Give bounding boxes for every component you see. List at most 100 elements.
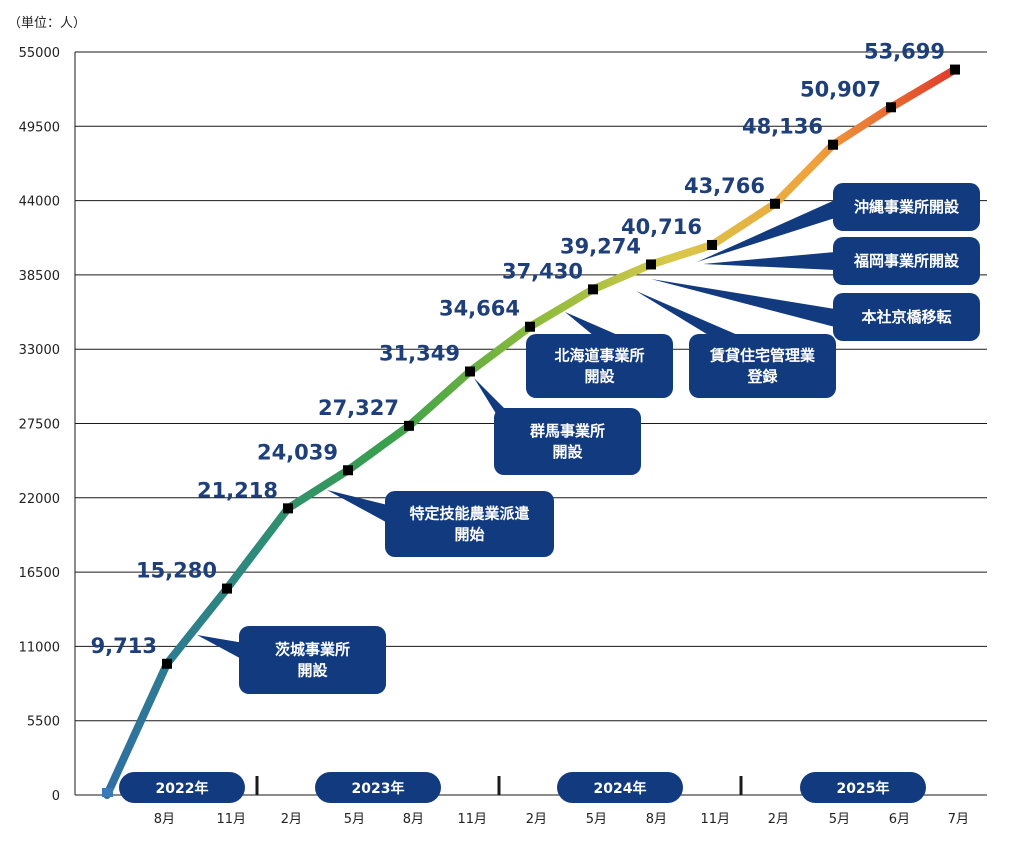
callout-text: 登録 — [746, 368, 778, 386]
callout-text: 北海道事業所 — [554, 347, 644, 365]
year-label: 2024年 — [594, 780, 647, 797]
callout-pointer — [565, 312, 620, 336]
callout-text: 開始 — [454, 526, 484, 544]
y-tick-label: 5500 — [27, 715, 60, 730]
data-point — [465, 366, 475, 377]
callout-box — [385, 491, 554, 557]
data-label: 34,664 — [439, 297, 520, 321]
data-point — [588, 284, 598, 295]
data-label: 15,280 — [136, 559, 217, 583]
callout-text: 本社京橋移転 — [861, 308, 951, 326]
year-pill — [119, 772, 245, 803]
callout-text: 特定技能農業派遣 — [409, 505, 529, 523]
callout-pointer — [651, 279, 835, 327]
data-point — [770, 198, 780, 209]
data-point — [707, 239, 717, 250]
x-tick-label: 2月 — [281, 812, 302, 827]
year-pill — [557, 772, 683, 803]
data-label: 24,039 — [257, 440, 338, 464]
x-axis: 2022年 2023年 2024年 2025年 8月 11月 2月 5月 8月 11月 2月 5月 8月… — [119, 772, 969, 827]
data-label: 50,907 — [800, 77, 881, 101]
x-tick-label: 5月 — [586, 812, 607, 827]
callout-pointer — [697, 200, 835, 262]
annotation-callout: 福岡事業所開設 — [703, 237, 980, 285]
callout-box — [494, 408, 641, 475]
year-label: 2023年 — [352, 780, 405, 797]
y-tick-label: 27500 — [19, 418, 60, 433]
x-tick-label: 11月 — [216, 812, 246, 827]
y-tick-label: 55000 — [19, 46, 60, 61]
x-tick-label: 8月 — [154, 812, 175, 827]
data-label: 21,218 — [197, 478, 278, 502]
y-tick-label: 22000 — [19, 492, 60, 507]
y-tick-label: 0 — [52, 789, 60, 804]
year-pill — [800, 772, 926, 803]
data-label: 9,713 — [91, 634, 157, 658]
callout-box — [833, 293, 980, 341]
year-label: 2025年 — [837, 780, 890, 797]
callout-text: 開設 — [297, 662, 328, 680]
y-tick-label: 33000 — [19, 343, 60, 358]
data-point — [404, 420, 414, 431]
y-tick-label: 49500 — [19, 120, 60, 135]
data-point — [950, 64, 960, 75]
callout-box — [833, 183, 980, 231]
callout-text: 沖縄事業所開設 — [854, 198, 960, 216]
callout-text: 賃貸住宅管理業 — [709, 347, 816, 365]
data-point — [343, 465, 353, 476]
callout-text: 群馬事業所 — [530, 422, 605, 440]
callout-text: 茨城事業所 — [275, 641, 350, 659]
data-point — [828, 139, 838, 150]
y-tick-label: 38500 — [19, 269, 60, 284]
year-pill — [315, 772, 441, 803]
x-tick-label: 5月 — [344, 812, 365, 827]
data-label: 48,136 — [742, 115, 823, 139]
x-tick-label: 7月 — [948, 812, 969, 827]
callout-text: 福岡事業所開設 — [853, 252, 960, 270]
data-point — [886, 102, 896, 113]
y-tick-label: 44000 — [19, 195, 60, 210]
y-tick-label: 16500 — [19, 566, 60, 581]
callout-pointer — [636, 291, 740, 336]
callout-pointer — [703, 252, 835, 270]
x-tick-label: 8月 — [646, 812, 667, 827]
data-point — [222, 583, 232, 594]
data-label: 40,716 — [621, 215, 702, 239]
year-label: 2022年 — [156, 780, 209, 797]
unit-label: （単位：人） — [8, 16, 87, 31]
data-point — [646, 259, 656, 270]
data-label: 53,699 — [864, 40, 945, 64]
callout-text: 開設 — [584, 368, 615, 386]
x-tick-label: 2月 — [526, 812, 547, 827]
annotation-callout: 本社京橋移転 — [651, 279, 980, 341]
x-tick-label: 5月 — [829, 812, 850, 827]
callout-box — [833, 237, 980, 285]
grid: 5500049500440003850033000275002200016500… — [19, 46, 987, 804]
data-label: 27,327 — [318, 396, 399, 420]
callout-box — [689, 334, 836, 398]
data-point — [525, 321, 535, 332]
data-point — [162, 658, 172, 669]
data-point — [102, 788, 113, 797]
data-point — [283, 503, 293, 514]
annotations: 茨城事業所開設特定技能農業派遣開始群馬事業所開設北海道事業所開設賃貸住宅管理業登… — [197, 183, 980, 694]
callout-text: 開設 — [552, 443, 583, 461]
data-label: 31,349 — [379, 342, 460, 366]
x-tick-label: 2月 — [768, 812, 789, 827]
data-label: 37,430 — [502, 259, 583, 283]
x-tick-label: 11月 — [457, 812, 487, 827]
x-tick-label: 8月 — [403, 812, 424, 827]
data-points: 9,713 15,280 21,218 24,039 27,327 31,349 34,66… — [91, 40, 960, 797]
callout-box — [239, 626, 386, 694]
callout-box — [526, 334, 673, 398]
y-tick-label: 11000 — [19, 640, 60, 655]
x-tick-label: 6月 — [889, 812, 910, 827]
annotation-callout: 沖縄事業所開設 — [697, 183, 980, 262]
data-label: 43,766 — [684, 174, 765, 198]
